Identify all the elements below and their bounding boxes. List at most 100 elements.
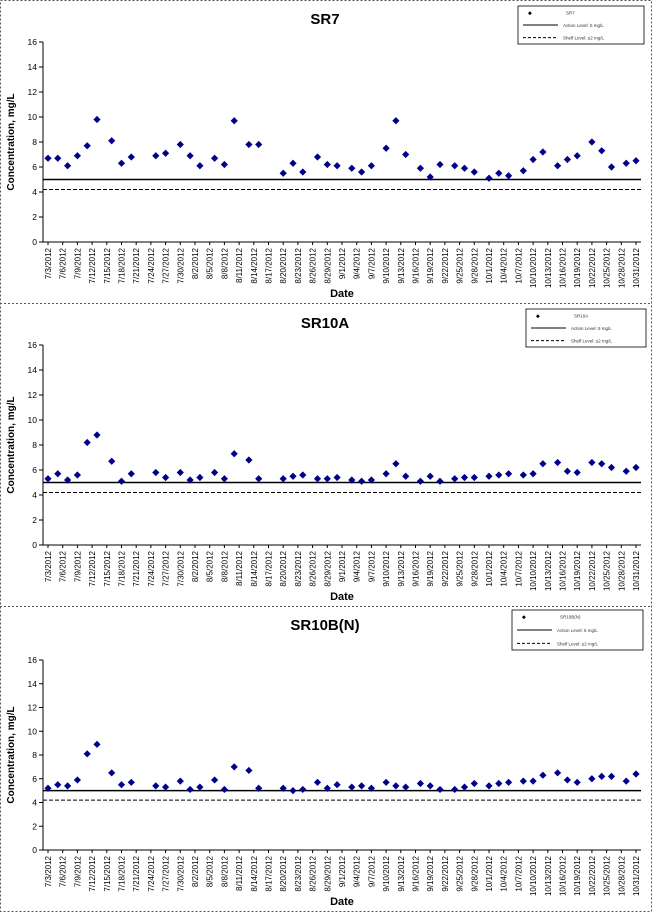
data-point [470, 168, 478, 176]
data-point [162, 783, 170, 791]
data-point [152, 782, 160, 790]
x-tick-label: 9/28/2012 [470, 247, 479, 283]
data-point [529, 155, 537, 164]
x-tick-label: 10/16/2012 [559, 247, 568, 288]
data-point [117, 159, 126, 167]
x-tick-label: 10/25/2012 [603, 855, 612, 896]
y-tick-label: 4 [32, 490, 37, 500]
x-tick-label: 7/15/2012 [103, 855, 112, 891]
x-tick-label: 7/18/2012 [118, 855, 127, 891]
x-tick-label: 9/4/2012 [353, 247, 362, 279]
data-point [358, 782, 366, 790]
x-tick-label: 9/13/2012 [397, 550, 406, 586]
x-tick-label: 8/14/2012 [250, 550, 259, 586]
x-tick-label: 8/5/2012 [206, 550, 215, 582]
data-point [255, 140, 263, 149]
data-point [54, 470, 62, 478]
data-point [83, 438, 91, 447]
x-tick-label: 7/9/2012 [73, 247, 82, 279]
data-point [588, 458, 596, 467]
data-point [323, 160, 331, 169]
data-point [554, 769, 562, 777]
x-tick-label: 9/28/2012 [470, 550, 479, 586]
x-tick-label: 7/30/2012 [176, 247, 185, 283]
data-point [54, 154, 62, 162]
data-point [485, 472, 493, 480]
data-point [588, 775, 596, 783]
data-point [289, 159, 297, 167]
data-point [402, 783, 410, 791]
x-tick-label: 7/18/2012 [118, 247, 127, 283]
data-point [519, 471, 527, 479]
x-tick-label: 9/10/2012 [382, 550, 391, 586]
data-point [529, 777, 537, 785]
y-tick-label: 14 [28, 679, 38, 689]
data-point [358, 477, 366, 485]
y-tick-label: 0 [32, 237, 37, 247]
chart-panel-sr10b: SR10B(N) ◆ SR10B(N) Action Level: 5 mg/L She… [1, 607, 650, 910]
x-tick-label: 8/26/2012 [309, 855, 318, 891]
data-point [519, 777, 527, 785]
x-tick-label: 8/17/2012 [265, 550, 274, 586]
data-point [44, 475, 52, 483]
y-tick-label: 16 [28, 340, 38, 350]
x-tick-label: 9/19/2012 [426, 550, 435, 586]
x-tick-label: 10/19/2012 [573, 247, 582, 288]
legend-series-label: SR10B(N) [560, 615, 581, 620]
x-tick-label: 9/7/2012 [367, 550, 376, 582]
data-point [495, 471, 503, 479]
x-tick-label: 8/17/2012 [265, 247, 274, 283]
data-point [622, 467, 630, 475]
x-tick-label: 9/19/2012 [426, 855, 435, 891]
data-point [436, 477, 444, 485]
data-point [211, 154, 219, 162]
chart-panel-sr7: SR7 ◆ SR7 Action Level: 5 mg/L Shelf Level: … [1, 1, 650, 303]
legend-shelf-label: Shelf Level: ≤2 mg/L [563, 36, 604, 41]
x-tick-label: 10/22/2012 [588, 550, 597, 591]
chart-title: SR10B(N) [290, 617, 359, 634]
y-tick-label: 2 [32, 821, 37, 831]
data-point [211, 776, 219, 784]
x-tick-label: 8/8/2012 [220, 247, 229, 279]
x-tick-label: 9/7/2012 [367, 247, 376, 279]
data-point [230, 763, 238, 771]
legend-series-label: SR10A [574, 313, 588, 318]
x-tick-label: 9/16/2012 [412, 247, 421, 283]
data-point [313, 475, 322, 483]
data-point [392, 117, 400, 125]
x-tick-label: 9/10/2012 [382, 247, 391, 283]
data-point [505, 778, 513, 786]
x-tick-label: 8/2/2012 [191, 247, 200, 279]
x-tick-label: 8/17/2012 [265, 855, 274, 891]
data-point [495, 169, 503, 177]
x-tick-label: 10/19/2012 [573, 550, 582, 591]
x-tick-label: 9/22/2012 [441, 247, 450, 283]
data-point [230, 450, 238, 458]
x-tick-label: 7/3/2012 [44, 550, 53, 582]
data-point [402, 472, 410, 480]
data-point [176, 777, 184, 785]
data-point [622, 159, 630, 167]
x-tick-label: 10/13/2012 [544, 550, 553, 591]
x-tick-label: 10/1/2012 [485, 855, 494, 891]
legend: ◆ SR7 Action Level: 5 mg/L Shelf Level: ≤2 … [517, 5, 645, 45]
x-tick-label: 10/1/2012 [485, 550, 494, 586]
chart-sr10a: SR10A ◆ SR10A Action Level: 5 mg/L Shelf Lev… [6, 308, 647, 603]
y-tick-label: 2 [32, 212, 37, 222]
x-tick-label: 10/4/2012 [500, 247, 509, 283]
x-tick-label: 9/16/2012 [412, 550, 421, 586]
x-tick-label: 7/18/2012 [118, 550, 127, 586]
x-tick-label: 10/31/2012 [632, 550, 641, 591]
data-point [607, 772, 616, 780]
x-tick-label: 9/28/2012 [470, 855, 479, 891]
data-point [93, 431, 101, 439]
data-point [117, 781, 126, 789]
data-point [573, 468, 581, 477]
data-point [152, 152, 160, 160]
data-point [632, 157, 640, 165]
x-tick-label: 7/24/2012 [147, 855, 156, 891]
data-point [451, 785, 459, 794]
x-tick-label: 8/14/2012 [250, 855, 259, 891]
x-tick-label: 10/7/2012 [514, 855, 523, 891]
y-tick-label: 16 [28, 655, 38, 665]
